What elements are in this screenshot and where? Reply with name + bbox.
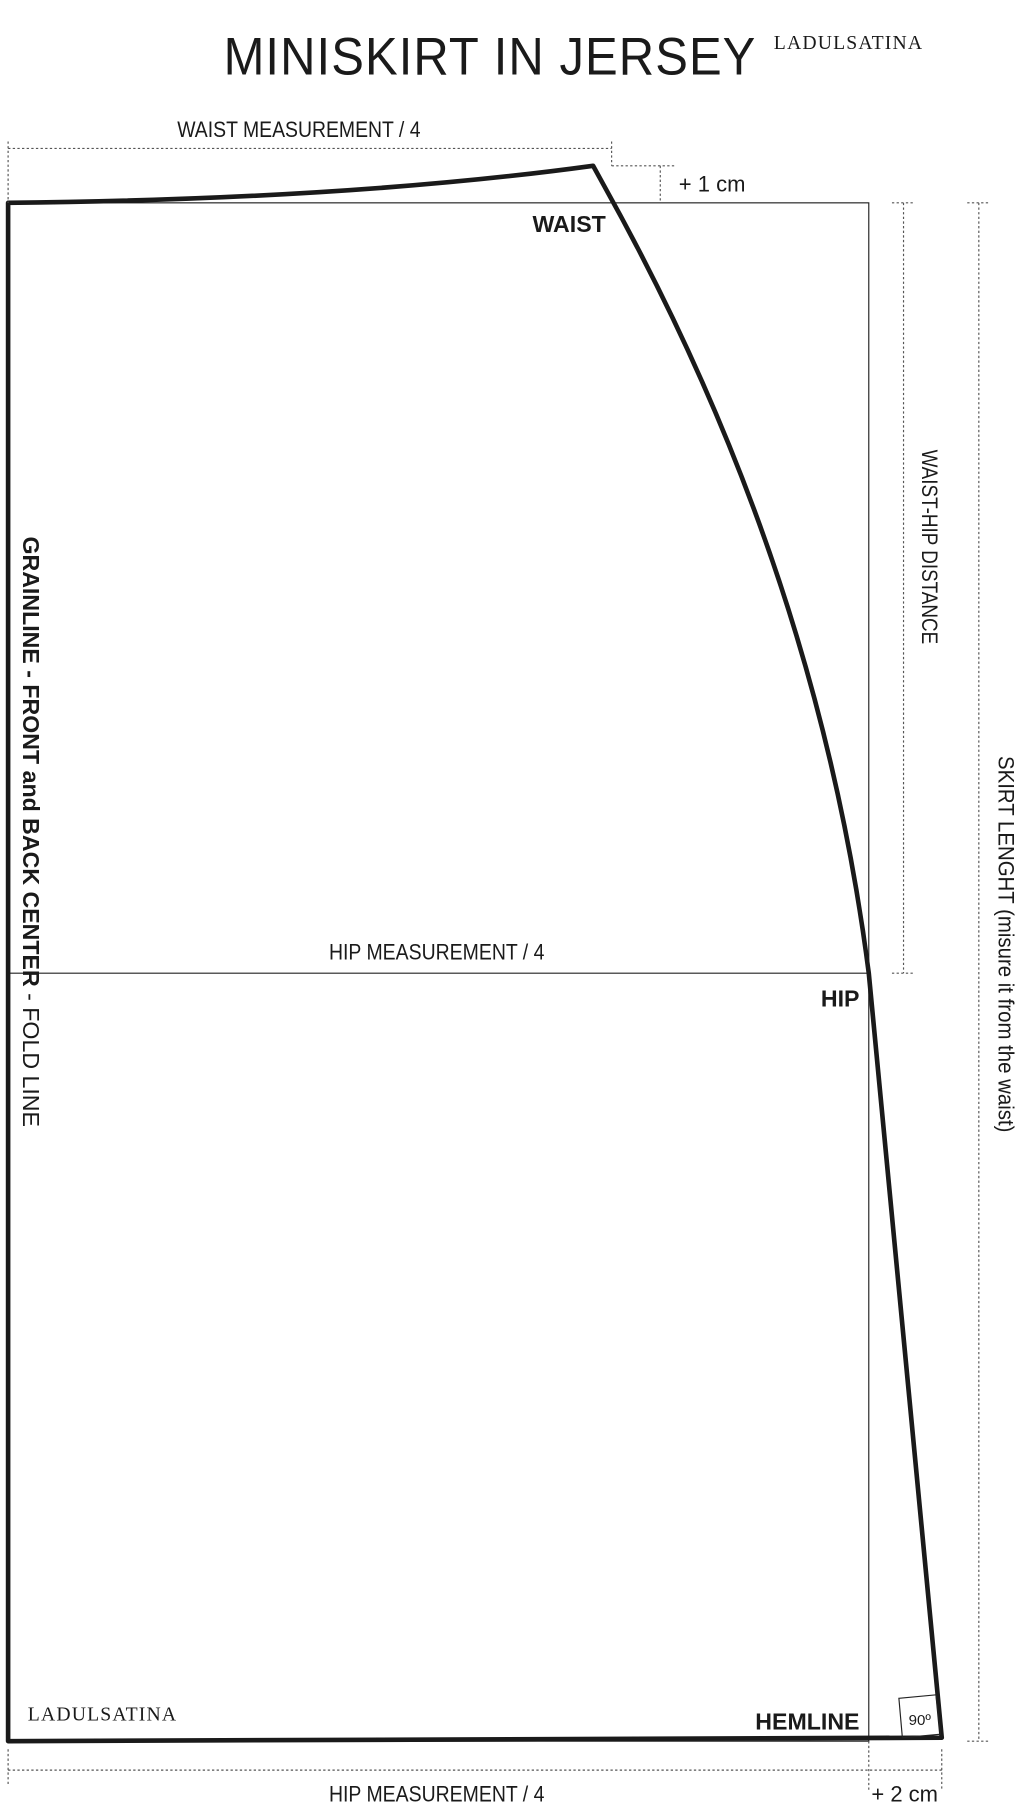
grainline-label: GRAINLINE - FRONT and BACK CENTER - FOLD…	[18, 536, 44, 1126]
brand-bottom: LADULSATINA	[28, 1703, 177, 1725]
fold-line-text: - FOLD LINE	[18, 987, 44, 1127]
right-angle-label: 90º	[909, 1712, 932, 1729]
waist-hip-distance-label: WAIST-HIP DISTANCE	[917, 450, 942, 645]
plus-2cm-label: + 2 cm	[871, 1781, 938, 1805]
waist-measurement-label: WAIST MEASUREMENT / 4	[177, 117, 420, 142]
waist-label: WAIST	[532, 211, 605, 237]
hemline-label: HEMLINE	[755, 1709, 859, 1735]
hip-label: HIP	[821, 986, 860, 1012]
title: MINISKIRT IN JERSEY	[224, 27, 757, 86]
skirt-length-label: SKIRT LENGHT (misure it from the waist)	[994, 756, 1019, 1132]
plus-1cm-label: + 1 cm	[679, 171, 746, 196]
pattern-outline	[5, 163, 945, 1744]
hip-measurement-bottom-label: HIP MEASUREMENT / 4	[329, 1781, 544, 1805]
grainline-text: GRAINLINE - FRONT and BACK CENTER	[18, 536, 44, 987]
right-angle-box	[898, 1694, 942, 1739]
draft-rectangle	[7, 202, 870, 1742]
brand: LADULSATINA	[774, 32, 923, 54]
hip-measurement-label: HIP MEASUREMENT / 4	[329, 939, 544, 964]
